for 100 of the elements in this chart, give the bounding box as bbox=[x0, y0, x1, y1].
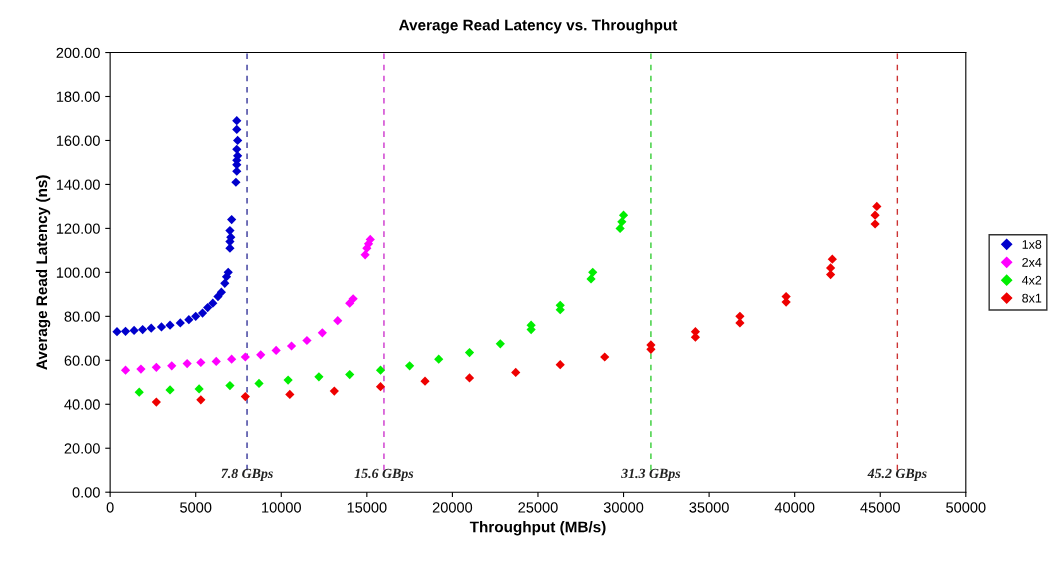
point bbox=[136, 364, 146, 374]
point bbox=[870, 219, 880, 229]
x-axis-title: Throughput (MB/s) bbox=[469, 521, 606, 536]
point bbox=[146, 323, 156, 333]
y-tick-label: 60.00 bbox=[64, 355, 100, 366]
point bbox=[194, 384, 204, 394]
x-tick-label: 0 bbox=[106, 502, 114, 513]
point bbox=[256, 350, 266, 360]
legend-label: 4x2 bbox=[1021, 275, 1042, 285]
x-tick-label: 45000 bbox=[860, 502, 900, 513]
point bbox=[165, 385, 175, 395]
point bbox=[167, 361, 177, 371]
point bbox=[375, 365, 386, 375]
legend-label: 1x8 bbox=[1022, 240, 1042, 249]
point bbox=[345, 369, 355, 380]
ref-line-label: 7.8 GBps bbox=[221, 468, 273, 481]
point bbox=[232, 116, 242, 126]
y-tick-label: 0.00 bbox=[72, 487, 100, 498]
point bbox=[232, 144, 242, 154]
point bbox=[196, 357, 206, 368]
point bbox=[138, 324, 148, 335]
ref-line-label: 31.3 GBps bbox=[621, 468, 681, 481]
x-tick-label: 30000 bbox=[603, 502, 644, 513]
point bbox=[184, 315, 194, 325]
legend-label: 8x1 bbox=[1022, 293, 1042, 303]
point bbox=[182, 358, 192, 369]
x-tick-label: 10000 bbox=[262, 502, 301, 513]
point bbox=[231, 177, 241, 187]
x-tick-label: 20000 bbox=[432, 502, 473, 513]
point bbox=[302, 335, 312, 346]
point bbox=[240, 352, 250, 362]
point bbox=[197, 308, 208, 318]
point bbox=[434, 354, 444, 364]
point bbox=[827, 254, 837, 264]
point bbox=[375, 382, 386, 392]
point bbox=[495, 339, 505, 349]
point bbox=[586, 274, 596, 284]
point bbox=[225, 380, 235, 391]
y-tick-label: 200.00 bbox=[56, 47, 100, 58]
point bbox=[129, 325, 139, 336]
point bbox=[588, 267, 598, 277]
point bbox=[348, 294, 358, 304]
point bbox=[216, 287, 226, 297]
x-tick-label: 40000 bbox=[774, 502, 815, 513]
point bbox=[420, 376, 430, 386]
ref-line-label: 45.2 GBps bbox=[867, 468, 927, 481]
point bbox=[872, 201, 882, 212]
y-tick-label: 100.00 bbox=[56, 267, 100, 278]
point bbox=[220, 278, 230, 288]
y-tick-label: 140.00 bbox=[56, 179, 100, 190]
point bbox=[233, 135, 243, 146]
chart-title: Average Read Latency vs. Throughput bbox=[399, 19, 678, 34]
y-tick-label: 40.00 bbox=[64, 399, 100, 410]
point bbox=[120, 326, 131, 336]
point bbox=[511, 367, 521, 377]
y-tick-label: 180.00 bbox=[56, 91, 100, 102]
point bbox=[211, 356, 221, 367]
point bbox=[112, 327, 122, 337]
point bbox=[870, 210, 880, 220]
point bbox=[617, 217, 627, 227]
point bbox=[329, 386, 339, 396]
x-tick-label: 15000 bbox=[347, 502, 387, 513]
point bbox=[254, 378, 264, 388]
ref-line-label: 15.6 GBps bbox=[354, 468, 414, 481]
point bbox=[151, 362, 161, 372]
point bbox=[600, 352, 610, 362]
point bbox=[203, 302, 213, 313]
y-tick-label: 20.00 bbox=[64, 443, 100, 454]
point bbox=[464, 348, 475, 358]
point bbox=[405, 361, 415, 371]
point bbox=[175, 318, 185, 328]
point bbox=[223, 267, 233, 277]
point bbox=[615, 223, 625, 234]
point bbox=[191, 311, 201, 321]
point bbox=[196, 395, 206, 405]
point bbox=[232, 124, 242, 135]
x-tick-label: 25000 bbox=[518, 502, 558, 513]
y-tick-label: 120.00 bbox=[56, 223, 100, 234]
y-tick-label: 160.00 bbox=[56, 135, 100, 146]
point bbox=[317, 328, 327, 338]
point bbox=[735, 311, 745, 321]
x-tick-label: 5000 bbox=[180, 502, 212, 513]
point bbox=[360, 250, 370, 260]
point bbox=[225, 225, 235, 236]
point bbox=[618, 210, 629, 220]
point bbox=[286, 341, 297, 351]
x-tick-label: 35000 bbox=[689, 502, 729, 513]
point bbox=[314, 372, 324, 382]
point bbox=[464, 373, 475, 383]
x-tick-label: 50000 bbox=[946, 502, 986, 513]
point bbox=[826, 263, 836, 273]
point bbox=[240, 391, 250, 402]
point bbox=[120, 365, 131, 375]
y-axis-title: Average Read Latency (ns) bbox=[35, 175, 51, 370]
legend-label: 2x4 bbox=[1022, 257, 1042, 267]
point bbox=[156, 322, 167, 332]
point bbox=[165, 320, 175, 330]
point bbox=[271, 345, 281, 356]
point bbox=[227, 354, 237, 364]
point bbox=[151, 397, 161, 407]
